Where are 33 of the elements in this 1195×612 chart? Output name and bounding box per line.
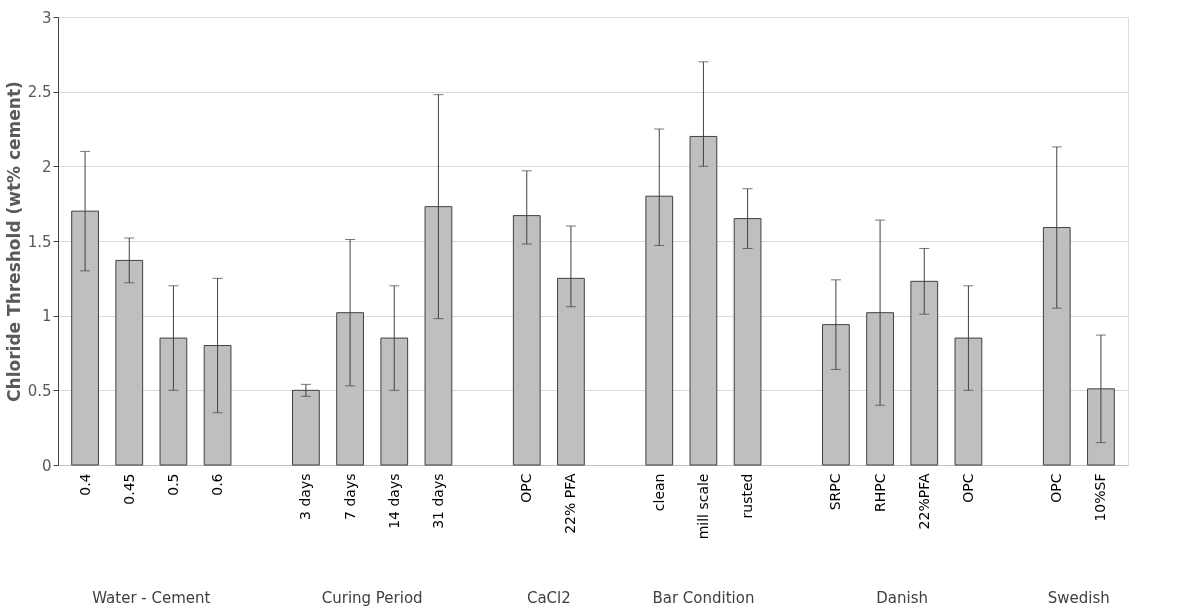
text: CaCl2 [526, 589, 571, 607]
text: Curing Period [321, 589, 423, 607]
x-tick-label: RHPC [871, 473, 888, 512]
x-tick-label: 22%PFA [915, 473, 932, 530]
x-tick-label: OPC [1048, 473, 1065, 503]
y-tick-label: 2 [41, 157, 52, 176]
y-tick-label: 0 [41, 456, 52, 475]
x-tick-label: 7 days [341, 473, 358, 520]
x-tick-label: OPC [959, 473, 976, 503]
text: Bar Condition [652, 589, 755, 607]
x-tick-label: OPC [518, 473, 535, 503]
y-tick-label: 0.5 [27, 381, 52, 400]
x-tick-label: mill scale [694, 473, 711, 540]
y-tick-label: 2.5 [27, 83, 52, 102]
y-axis-title: Chloride Threshold (wt% cement) [3, 81, 24, 402]
x-tick-label: 22% PFA [562, 473, 579, 534]
x-tick-label: 31 days [429, 473, 446, 529]
x-tick-label: 10%SF [1092, 473, 1109, 522]
x-tick-label: 3 days [297, 473, 314, 520]
x-tick-label: 0.45 [120, 473, 137, 505]
text: Water - Cement [92, 589, 211, 607]
x-tick-label: 14 days [385, 473, 402, 529]
x-tick-label: SRPC [827, 473, 844, 511]
text: Swedish [1047, 589, 1110, 607]
x-tick-label: rusted [739, 473, 756, 519]
x-tick-label: clean [650, 473, 667, 512]
x-tick-label: 0.6 [209, 473, 226, 496]
text: Danish [876, 589, 929, 607]
x-tick-label: 0.4 [76, 473, 93, 496]
y-tick-label: 1 [41, 307, 52, 326]
y-tick-label: 3 [41, 8, 52, 27]
x-tick-label: 0.5 [164, 473, 181, 496]
y-tick-label: 1.5 [27, 232, 52, 251]
